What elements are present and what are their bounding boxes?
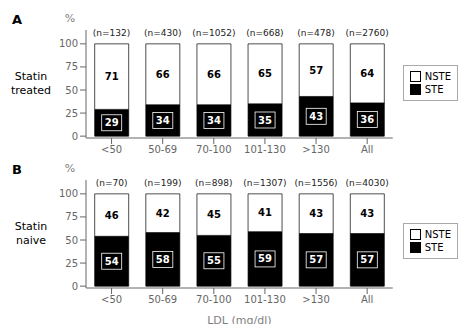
svg-text:(n=898): (n=898) — [195, 178, 232, 188]
svg-text:100: 100 — [59, 188, 78, 199]
svg-text:(n=4030): (n=4030) — [346, 178, 389, 188]
svg-text:71: 71 — [105, 71, 119, 82]
html-text:STE: STE — [424, 242, 444, 253]
svg-text:<50: <50 — [101, 294, 122, 305]
svg-text:(n=132): (n=132) — [93, 28, 130, 38]
svg-text:101-130: 101-130 — [244, 294, 286, 305]
svg-text:<50: <50 — [101, 144, 122, 155]
svg-text:25: 25 — [65, 258, 78, 269]
svg-text:(n=1556): (n=1556) — [294, 178, 337, 188]
svg-text:75: 75 — [65, 211, 78, 222]
svg-text:50: 50 — [65, 235, 78, 246]
svg-text:45: 45 — [207, 209, 221, 220]
svg-text:101-130: 101-130 — [244, 144, 286, 155]
svg-text:(n=430): (n=430) — [144, 28, 181, 38]
svg-text:100: 100 — [59, 38, 78, 49]
svg-text:66: 66 — [207, 69, 221, 80]
svg-text:43: 43 — [309, 208, 323, 219]
svg-text:%: % — [65, 162, 75, 175]
svg-text:43: 43 — [360, 208, 374, 219]
svg-text:0: 0 — [72, 281, 78, 292]
svg-text:70-100: 70-100 — [196, 144, 231, 155]
svg-text:(n=1307): (n=1307) — [243, 178, 286, 188]
html-text:Statin treated: Statin treated — [10, 70, 52, 97]
svg-text:42: 42 — [156, 208, 170, 219]
html-text:NSTE: NSTE — [424, 229, 451, 240]
svg-text:(n=199): (n=199) — [144, 178, 181, 188]
svg-text:41: 41 — [258, 207, 272, 218]
svg-text:57: 57 — [309, 65, 323, 76]
svg-text:%: % — [65, 12, 75, 25]
svg-text:0: 0 — [72, 131, 78, 142]
html-text:B: B — [12, 162, 22, 177]
svg-text:55: 55 — [207, 255, 221, 266]
svg-text:25: 25 — [65, 108, 78, 119]
html-text:A: A — [12, 12, 23, 27]
svg-text:34: 34 — [207, 115, 221, 126]
svg-text:(n=478): (n=478) — [297, 28, 334, 38]
svg-text:46: 46 — [105, 210, 119, 221]
svg-text:29: 29 — [105, 117, 119, 128]
svg-text:50-69: 50-69 — [148, 294, 177, 305]
svg-text:34: 34 — [156, 115, 170, 126]
svg-text:50-69: 50-69 — [148, 144, 177, 155]
html-text:Statin naive: Statin naive — [14, 220, 48, 247]
svg-text:35: 35 — [258, 115, 272, 126]
svg-text:(n=2760): (n=2760) — [346, 28, 389, 38]
svg-text:70-100: 70-100 — [196, 294, 231, 305]
svg-text:58: 58 — [156, 254, 170, 265]
svg-text:LDL (mg/dl): LDL (mg/dl) — [207, 314, 271, 324]
svg-text:43: 43 — [309, 111, 323, 122]
svg-text:>130: >130 — [302, 144, 329, 155]
svg-text:57: 57 — [360, 254, 374, 265]
svg-text:65: 65 — [258, 68, 272, 79]
svg-text:50: 50 — [65, 85, 78, 96]
svg-text:36: 36 — [360, 114, 374, 125]
svg-text:(n=1052): (n=1052) — [192, 28, 235, 38]
html-text:NSTE: NSTE — [424, 71, 451, 82]
html-text:STE: STE — [424, 84, 444, 95]
svg-text:(n=668): (n=668) — [246, 28, 283, 38]
svg-text:75: 75 — [65, 61, 78, 72]
svg-text:59: 59 — [258, 253, 272, 264]
svg-text:(n=70): (n=70) — [96, 178, 128, 188]
svg-text:>130: >130 — [302, 294, 329, 305]
svg-text:66: 66 — [156, 69, 170, 80]
svg-text:All: All — [361, 294, 373, 305]
svg-text:57: 57 — [309, 254, 323, 265]
svg-text:All: All — [361, 144, 373, 155]
svg-text:64: 64 — [360, 68, 374, 79]
svg-text:54: 54 — [105, 256, 119, 267]
